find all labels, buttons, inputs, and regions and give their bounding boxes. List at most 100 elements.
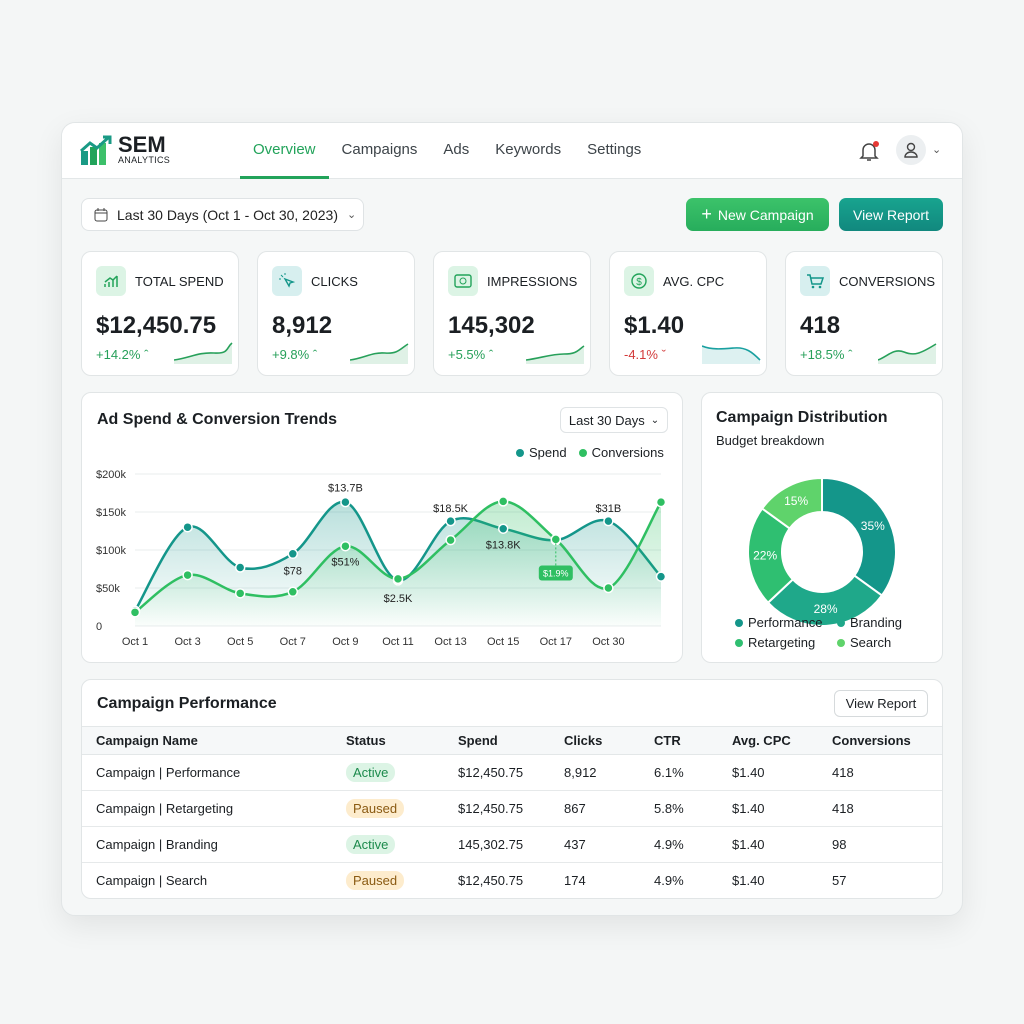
column-header[interactable]: Campaign Name (82, 726, 332, 755)
table-cell: $12,450.75 (444, 754, 550, 791)
table-cell: 6.1% (640, 754, 718, 791)
table-row[interactable]: Campaign | Search Paused $12,450.75 174 4.9%… (82, 863, 942, 899)
kpi-card-conversions[interactable]: CONVERSIONS 418 +18.5% ˆ (785, 251, 943, 376)
column-header[interactable]: Conversions (818, 726, 942, 755)
legend-conversions: Conversions (578, 445, 664, 460)
table-view-report-button[interactable]: View Report (834, 690, 928, 717)
logo[interactable]: SEM ANALYTICS (80, 132, 171, 165)
kpi-value: 8,912 (272, 312, 333, 339)
x-tick-label: Oct 3 (174, 636, 200, 648)
tab-overview[interactable]: Overview (240, 123, 329, 179)
trend-chart: 0 $50k $100k $150k $200k Oct 1 Oct 3 Oct 5 Oct 7… (96, 469, 667, 648)
brand-name: SEM (118, 132, 166, 157)
top-bar: SEM ANALYTICS Overview Campaigns Ads Keyw… (62, 123, 962, 179)
kpi-value: 418 (800, 312, 841, 339)
annotation-badge (538, 565, 573, 581)
table-cell: 4.9% (654, 873, 684, 889)
distribution-card: Campaign Distribution Budget breakdown 3… (701, 392, 943, 663)
data-point-spend (445, 515, 456, 527)
kpi-label: CONVERSIONS (839, 274, 936, 289)
annotation-label: $78 (284, 566, 302, 578)
data-point-conversions (445, 534, 456, 546)
table-cell: 4.9% (640, 826, 718, 863)
date-range-label: Last 30 Days (Oct 1 - Oct 30, 2023) (117, 206, 338, 223)
avatar[interactable] (896, 135, 926, 165)
status-badge: Paused (346, 799, 405, 818)
annotation-label: $31B (596, 503, 622, 515)
table-row[interactable]: Campaign | Retargeting Paused $12,450.75 86… (82, 790, 942, 827)
annotation-label: $2.5K (384, 593, 413, 605)
chevron-down-icon: ⌄ (650, 414, 660, 426)
kpi-card-total-spend[interactable]: TOTAL SPEND $12,450.75 +14.2% ˆ (81, 251, 239, 376)
slice-label: 22% (753, 549, 777, 563)
table-cell: 418 (818, 790, 942, 827)
y-tick-label: $150k (96, 507, 126, 519)
trends-range-select[interactable]: Last 30 Days ⌄ (560, 407, 668, 433)
annotation-label: $18.5K (433, 503, 469, 515)
data-point-conversions (550, 534, 562, 545)
new-campaign-button[interactable]: + New Campaign (686, 198, 829, 231)
column-header[interactable]: Status (332, 726, 444, 755)
data-point-conversions (497, 496, 509, 507)
series-area-conversions (135, 501, 661, 626)
bell-icon[interactable] (858, 140, 880, 162)
table-cell: 57 (832, 873, 847, 889)
column-header[interactable]: Clicks (550, 726, 640, 755)
cursor-click-icon (272, 266, 302, 296)
tab-keywords[interactable]: Keywords (495, 141, 562, 158)
table-row[interactable]: Campaign | Branding Active 145,302.75 437 4.… (82, 826, 942, 863)
x-tick-label: Oct 1 (122, 636, 148, 648)
kpi-card-avg-cpc[interactable]: $ AVG. CPC $1.40 -4.1% ˇ (609, 251, 767, 376)
kpi-change: +18.5% ˆ (800, 347, 852, 362)
tab-ads[interactable]: Ads (443, 141, 470, 158)
chart-bars-icon (96, 266, 126, 296)
series-line-spend (133, 500, 662, 612)
view-report-button[interactable]: View Report (839, 198, 943, 231)
table-cell: 867 (550, 790, 640, 827)
data-point-conversions (655, 496, 667, 508)
kpi-card-clicks[interactable]: CLICKS 8,912 +9.8% ˆ (257, 251, 415, 376)
table-cell: 437 (550, 826, 640, 863)
y-tick-label: $100k (96, 545, 126, 557)
legend-search: Search (837, 635, 927, 650)
table-title: Campaign Performance (97, 695, 277, 712)
x-tick-label: Oct 17 (540, 636, 572, 648)
slice-label: 35% (861, 519, 885, 533)
kpi-value: $1.40 (624, 312, 685, 339)
date-range-picker[interactable]: Last 30 Days (Oct 1 - Oct 30, 2023) ⌄ (81, 198, 364, 231)
tab-campaigns[interactable]: Campaigns (341, 141, 418, 158)
sparkline (878, 343, 937, 364)
kpi-label: CLICKS (311, 274, 358, 289)
trends-range-label: Last 30 Days (568, 412, 645, 428)
caret-up-icon: ˆ (848, 347, 853, 362)
slice-label: 15% (784, 494, 808, 508)
table-cell: Campaign | Branding (82, 826, 332, 863)
table-cell: 5.8% (640, 790, 718, 827)
table-cell: $1.40 (732, 873, 765, 889)
donut-slice-search (760, 476, 823, 530)
campaign-table: Campaign Name Status Spend Clicks CTR Avg. CP… (82, 726, 942, 899)
kpi-change-value: -4.1% (624, 347, 658, 362)
chevron-down-icon[interactable]: ⌄ (932, 144, 942, 156)
y-tick-label: 0 (96, 621, 102, 633)
brand-sub: ANALYTICS (118, 155, 171, 165)
sparkline (350, 343, 409, 364)
kpi-change-value: +18.5% (800, 347, 845, 362)
column-header[interactable]: CTR (640, 726, 718, 755)
x-tick-label: Oct 13 (434, 636, 466, 648)
table-cell: 8,912 (550, 754, 640, 791)
table-cell: 98 (818, 826, 942, 863)
table-row[interactable]: Campaign | Performance Active $12,450.75 8,… (82, 754, 942, 791)
tab-settings[interactable]: Settings (587, 141, 642, 158)
kpi-change-value: +5.5% (448, 347, 486, 362)
status-badge: Paused (346, 871, 405, 891)
column-header[interactable]: Avg. CPC (718, 726, 818, 755)
status-cell: Active (332, 826, 444, 863)
chevron-down-icon: ⌄ (347, 209, 357, 221)
data-point-spend (340, 496, 351, 508)
caret-up-icon: ˆ (312, 347, 318, 362)
kpi-value: 145,302 (448, 312, 535, 339)
column-header[interactable]: Spend (444, 726, 550, 755)
donut-chart: 35% 28% 22% 15% (747, 476, 897, 627)
kpi-card-impressions[interactable]: IMPRESSIONS 145,302 +5.5% ˆ (433, 251, 591, 376)
